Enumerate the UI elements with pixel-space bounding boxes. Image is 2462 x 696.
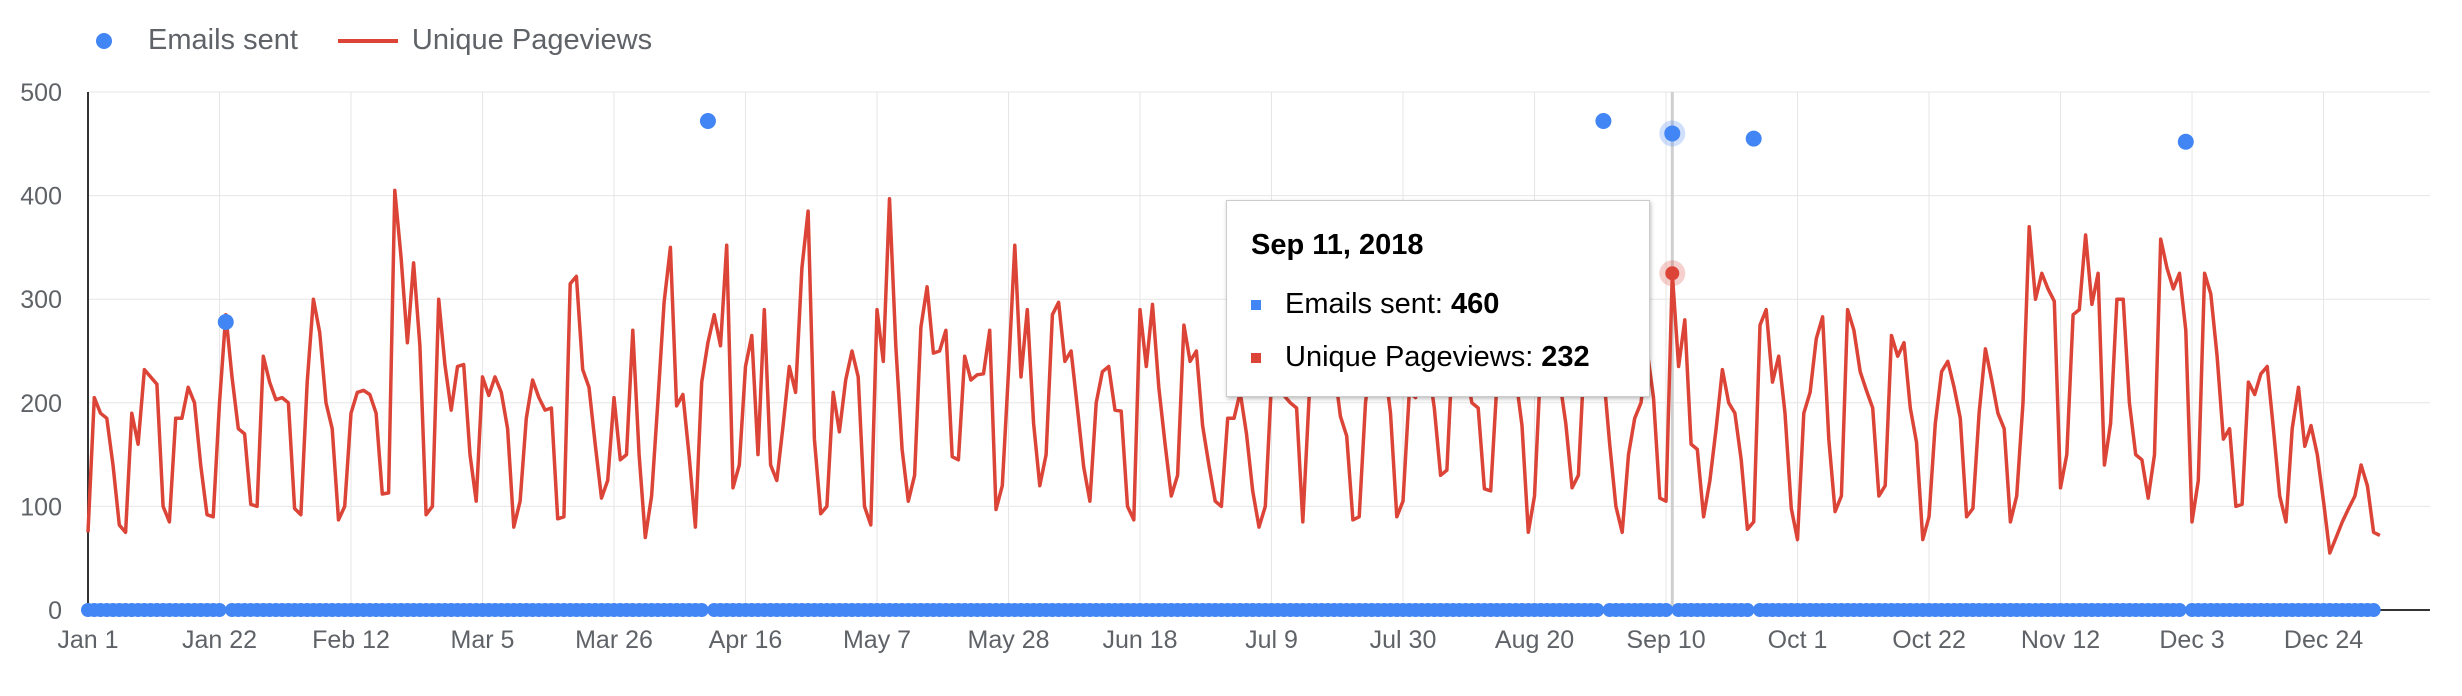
chart-legend: Emails sent Unique Pageviews bbox=[96, 24, 692, 57]
x-tick-label: Mar 5 bbox=[451, 626, 515, 654]
x-tick-label: Sep 10 bbox=[1626, 626, 1705, 654]
x-tick-label: Oct 22 bbox=[1892, 626, 1966, 654]
y-tick-label: 100 bbox=[20, 493, 62, 521]
x-tick-label: Jan 1 bbox=[57, 626, 118, 654]
tooltip-pageviews-value: 232 bbox=[1541, 341, 1590, 373]
x-tick-label: Jun 18 bbox=[1102, 626, 1177, 654]
x-tick-label: Aug 20 bbox=[1495, 626, 1574, 654]
tooltip-row-emails: Emails sent: 460 bbox=[1251, 288, 1499, 321]
chart-tooltip: Sep 11, 2018 Emails sent: 460 Unique Pag… bbox=[1226, 200, 1650, 397]
emails-point bbox=[1595, 113, 1612, 130]
x-tick-label: Oct 1 bbox=[1768, 626, 1828, 654]
emails-point bbox=[1745, 130, 1762, 147]
x-tick-label: Apr 16 bbox=[709, 626, 783, 654]
emails-zero-point bbox=[212, 603, 227, 617]
emails-point bbox=[2177, 133, 2194, 150]
tooltip-emails-swatch bbox=[1251, 299, 1261, 310]
pageviews-hover-point bbox=[1665, 266, 1680, 281]
emails-point bbox=[1664, 125, 1681, 142]
tooltip-pageviews-swatch bbox=[1251, 352, 1261, 363]
emails-zero-point bbox=[1659, 603, 1674, 617]
tooltip-date: Sep 11, 2018 bbox=[1251, 229, 1424, 261]
y-tick-label: 200 bbox=[20, 390, 62, 418]
x-tick-label: Feb 12 bbox=[312, 626, 390, 654]
tooltip-emails-value: 460 bbox=[1450, 288, 1500, 320]
emails-point bbox=[699, 113, 716, 130]
x-tick-label: Jul 30 bbox=[1370, 626, 1437, 654]
emails-zero-point bbox=[2366, 603, 2381, 617]
pageviews-legend-line bbox=[337, 38, 398, 43]
x-tick-label: May 7 bbox=[843, 626, 911, 654]
emails-legend-dot bbox=[96, 32, 112, 49]
y-tick-label: 400 bbox=[20, 183, 62, 211]
legend-item-pageviews[interactable]: Unique Pageviews bbox=[337, 24, 653, 57]
x-tick-label: Dec 24 bbox=[2284, 626, 2363, 654]
emails-zero-point bbox=[1740, 603, 1755, 617]
emails-zero-point bbox=[1590, 603, 1605, 617]
legend-item-emails[interactable]: Emails sent bbox=[96, 24, 298, 57]
x-tick-label: Nov 12 bbox=[2021, 626, 2100, 654]
x-tick-label: Jul 9 bbox=[1245, 626, 1298, 654]
tooltip-row-pageviews: Unique Pageviews: 232 bbox=[1251, 341, 1590, 374]
y-tick-label: 300 bbox=[20, 286, 62, 314]
tooltip-pageviews-label: Unique Pageviews: bbox=[1285, 341, 1534, 373]
y-tick-label: 0 bbox=[48, 597, 62, 625]
x-tick-label: Dec 3 bbox=[2159, 626, 2224, 654]
y-tick-label: 500 bbox=[20, 79, 62, 107]
emails-zero-point bbox=[694, 603, 709, 617]
x-tick-label: May 28 bbox=[968, 626, 1050, 654]
legend-label-emails: Emails sent bbox=[148, 24, 298, 56]
emails-point bbox=[217, 313, 234, 330]
x-tick-label: Mar 26 bbox=[575, 626, 653, 654]
pageviews-series-line bbox=[86, 188, 2381, 555]
x-tick-label: Jan 22 bbox=[182, 626, 257, 654]
legend-label-pageviews: Unique Pageviews bbox=[411, 24, 653, 56]
emails-zero-point bbox=[2172, 603, 2187, 617]
tooltip-emails-label: Emails sent: bbox=[1285, 288, 1443, 320]
